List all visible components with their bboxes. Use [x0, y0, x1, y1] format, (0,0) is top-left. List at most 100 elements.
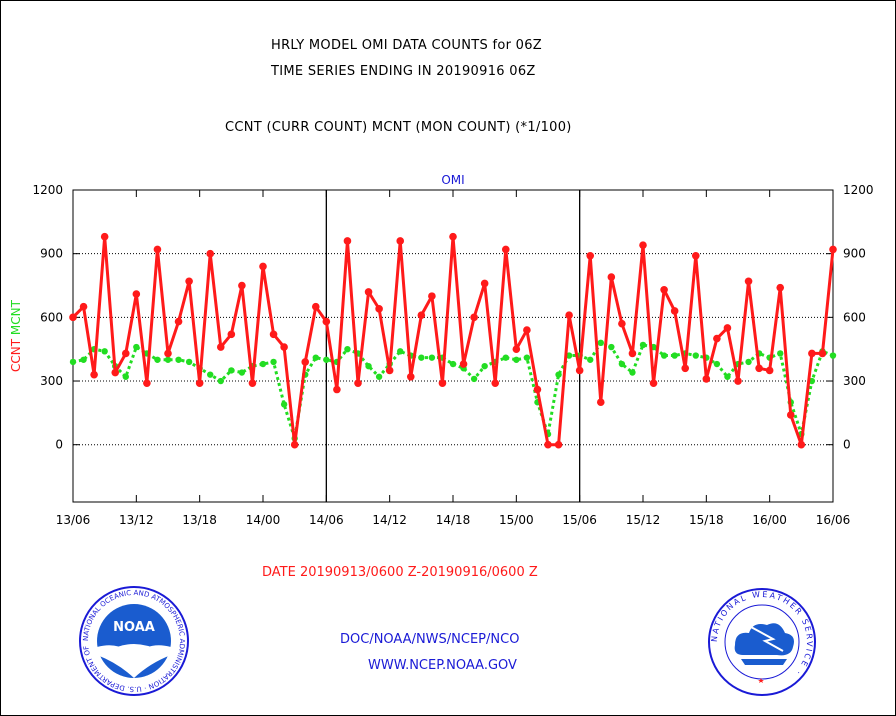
data-point-ccnt: [227, 330, 236, 339]
data-point-mcnt: [470, 375, 478, 383]
data-point-mcnt: [154, 356, 161, 363]
x-tick-label: 16/00: [752, 513, 787, 527]
data-point-ccnt: [375, 305, 383, 313]
data-point-ccnt: [554, 440, 563, 449]
y-tick-label-right: 0: [843, 438, 851, 452]
data-point-ccnt: [164, 349, 172, 358]
data-point-mcnt: [513, 356, 520, 363]
data-point-mcnt: [555, 371, 562, 378]
data-point-ccnt: [575, 366, 584, 375]
data-point-mcnt: [228, 367, 235, 374]
data-point-ccnt: [333, 385, 341, 394]
data-point-mcnt: [164, 356, 172, 363]
data-point-ccnt: [501, 245, 510, 254]
axes-layer: [72, 189, 834, 503]
svg-text:NOAA: NOAA: [113, 620, 155, 635]
data-point-ccnt: [438, 379, 447, 387]
x-tick-label: 13/12: [119, 513, 154, 527]
data-point-ccnt: [491, 379, 500, 387]
x-tick-label: 14/18: [436, 513, 471, 527]
data-point-ccnt: [216, 343, 225, 351]
data-point-ccnt: [544, 440, 552, 449]
data-point-ccnt: [702, 375, 711, 383]
data-point-mcnt: [101, 348, 108, 355]
data-point-mcnt: [312, 354, 319, 361]
data-point-ccnt: [132, 290, 141, 298]
data-point-ccnt: [829, 245, 837, 254]
data-point-ccnt: [69, 313, 77, 322]
data-point-ccnt: [628, 349, 637, 358]
data-point-ccnt: [406, 372, 415, 381]
data-point-ccnt: [269, 330, 278, 339]
data-point-mcnt: [692, 352, 699, 359]
y-tick-label-right: 900: [843, 247, 866, 261]
data-point-ccnt: [121, 349, 130, 358]
data-point-ccnt: [691, 251, 700, 260]
data-point-ccnt: [238, 281, 246, 290]
x-tick-label: 16/06: [816, 513, 851, 527]
data-point-mcnt: [724, 373, 731, 380]
data-point-mcnt: [777, 350, 784, 357]
data-point-ccnt: [765, 366, 774, 375]
data-point-ccnt: [90, 370, 98, 379]
y-tick-label-right: 600: [843, 310, 866, 324]
data-point-ccnt: [512, 345, 521, 353]
data-point-mcnt: [280, 401, 288, 408]
data-point-mcnt: [713, 360, 721, 368]
data-point-ccnt: [206, 249, 215, 258]
data-point-ccnt: [681, 364, 690, 373]
y-tick-label-left: 0: [55, 438, 63, 452]
data-point-mcnt: [238, 369, 246, 376]
data-point-mcnt: [671, 352, 678, 359]
series-layer: [69, 232, 837, 449]
panel-label: OMI: [441, 173, 464, 187]
date-range-label: DATE 20190913/0600 Z-20190916/0600 Z: [262, 565, 538, 580]
chart-title-line2: TIME SERIES ENDING IN 20190916 06Z: [271, 64, 536, 79]
label-layer: 13/06 13/12 13/18 14/00 14/06 14/12 14/18 15/00…: [9, 173, 874, 527]
data-point-ccnt: [79, 302, 88, 311]
data-point-ccnt: [565, 311, 573, 320]
data-point-ccnt: [459, 360, 468, 368]
y-tick-label-right: 300: [843, 374, 866, 388]
data-point-ccnt: [533, 385, 542, 394]
data-point-mcnt: [344, 345, 351, 353]
data-point-mcnt: [502, 354, 509, 361]
data-point-mcnt: [660, 352, 668, 359]
data-point-mcnt: [639, 341, 647, 349]
data-point-ccnt: [354, 379, 362, 387]
data-point-mcnt: [397, 348, 404, 355]
data-point-ccnt: [311, 302, 320, 311]
data-point-mcnt: [428, 354, 436, 361]
data-point-mcnt: [122, 373, 129, 380]
data-point-ccnt: [322, 317, 331, 326]
data-point-ccnt: [259, 262, 267, 271]
data-point-ccnt: [153, 245, 162, 254]
data-point-ccnt: [596, 398, 605, 407]
data-point-ccnt: [100, 232, 109, 241]
x-tick-label: 13/06: [56, 513, 91, 527]
data-point-ccnt: [723, 324, 732, 332]
data-point-ccnt: [480, 279, 489, 288]
x-tick-label: 13/18: [182, 513, 217, 527]
x-tick-label: 15/12: [626, 513, 661, 527]
data-point-mcnt: [270, 358, 277, 366]
data-point-ccnt: [111, 368, 120, 377]
series-line-mcnt: [72, 341, 834, 440]
data-point-mcnt: [629, 369, 636, 376]
nws-logo: NATIONAL WEATHER SERVICE ·: [708, 588, 816, 696]
data-point-ccnt: [776, 283, 785, 292]
data-point-ccnt: [523, 326, 531, 334]
y-axis-label-ccnt: CCNT: [9, 335, 23, 372]
data-point-ccnt: [301, 358, 310, 366]
data-point-ccnt: [143, 379, 151, 387]
chart-title-line1: HRLY MODEL OMI DATA COUNTS for 06Z: [271, 38, 543, 53]
data-point-mcnt: [375, 373, 383, 380]
data-point-ccnt: [660, 285, 668, 294]
data-point-ccnt: [797, 440, 806, 449]
data-point-mcnt: [481, 362, 488, 370]
url-link[interactable]: WWW.NCEP.NOAA.GOV: [368, 658, 517, 673]
data-point-mcnt: [618, 360, 626, 368]
data-point-ccnt: [744, 277, 753, 286]
y-axis-label-mcnt: MCNT: [9, 299, 23, 335]
data-point-mcnt: [80, 356, 87, 363]
